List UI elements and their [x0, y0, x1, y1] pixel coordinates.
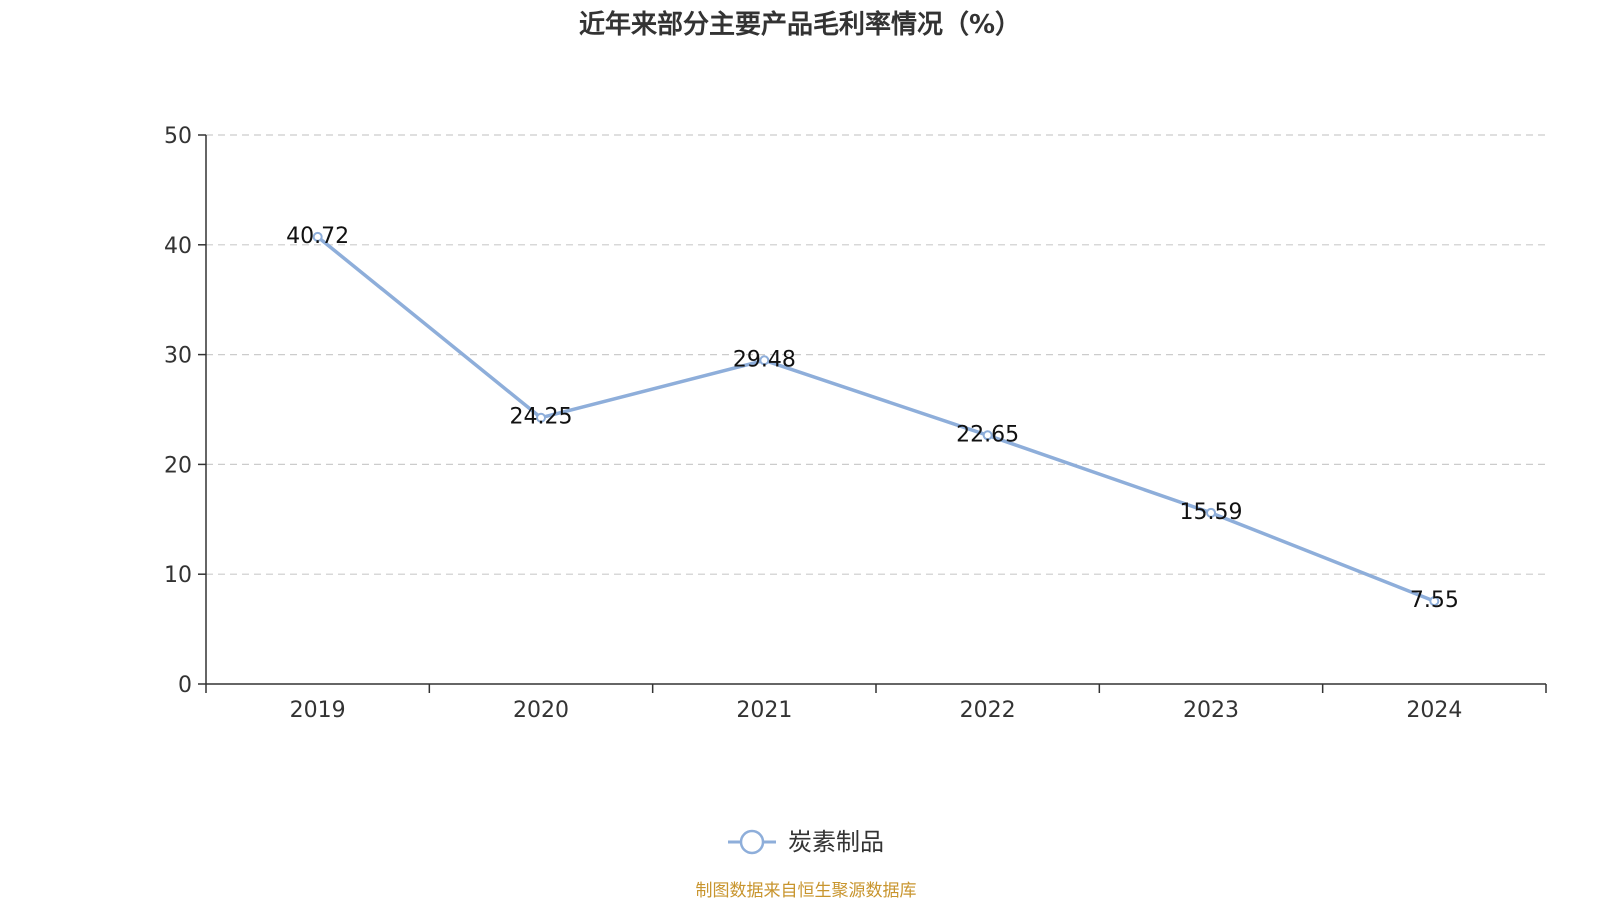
x-tick-label: 2023: [1183, 698, 1239, 723]
x-tick-label: 2021: [736, 698, 792, 723]
y-tick-label: 40: [164, 234, 192, 259]
data-point[interactable]: [759, 355, 770, 366]
data-label: 22.65: [956, 422, 1019, 447]
x-tick-label: 2024: [1406, 698, 1462, 723]
data-label: 24.25: [510, 405, 573, 430]
chart-title: 近年来部分主要产品毛利率情况（%）: [579, 9, 1021, 40]
source-note: 制图数据来自恒生聚源数据库: [696, 881, 917, 900]
y-tick-label: 0: [178, 673, 192, 698]
data-label: 7.55: [1410, 588, 1459, 613]
data-point[interactable]: [536, 412, 546, 423]
legend[interactable]: 炭素制品: [728, 828, 884, 856]
y-tick-label: 30: [164, 344, 192, 369]
data-label: 29.48: [733, 347, 796, 372]
series-layer: [312, 231, 1440, 607]
legend-circle-marker: [739, 829, 765, 855]
axes: 0 10 20 30 40 50 2019 2020 2021 2022 2023 2024: [164, 124, 1547, 723]
grid-lines: [206, 134, 1546, 575]
legend-label: 炭素制品: [788, 828, 884, 856]
x-tick-label: 2020: [513, 698, 569, 723]
series-line: [316, 235, 1435, 603]
data-point[interactable]: [312, 231, 323, 242]
data-label: 40.72: [286, 224, 349, 249]
data-labels: 40.72 24.25 29.48 22.65 15.59 7.55: [286, 224, 1459, 613]
data-point[interactable]: [1206, 507, 1216, 518]
y-tick-label: 20: [164, 453, 192, 478]
data-point[interactable]: [982, 430, 993, 441]
y-tick-label: 10: [164, 563, 192, 588]
data-point[interactable]: [1429, 596, 1440, 607]
x-tick-label: 2019: [290, 698, 346, 723]
x-tick-label: 2022: [960, 698, 1016, 723]
data-label: 15.59: [1180, 500, 1243, 525]
y-tick-label: 50: [164, 124, 192, 149]
